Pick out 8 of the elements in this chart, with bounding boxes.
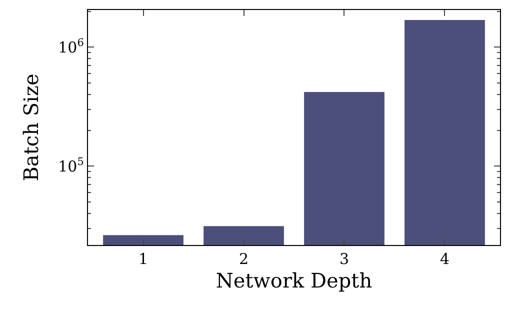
y-tick-label: 10$^{6}$ [58,37,84,56]
y-axis-title: Batch Size [18,74,43,182]
y-tick-label: 10$^{5}$ [58,156,84,176]
x-tick-label: 1 [138,250,148,268]
x-tick-label: 2 [238,250,249,268]
x-tick-label: 3 [339,250,350,268]
x-axis-title: Network Depth [216,268,372,293]
x-tick-label: 4 [440,250,450,268]
